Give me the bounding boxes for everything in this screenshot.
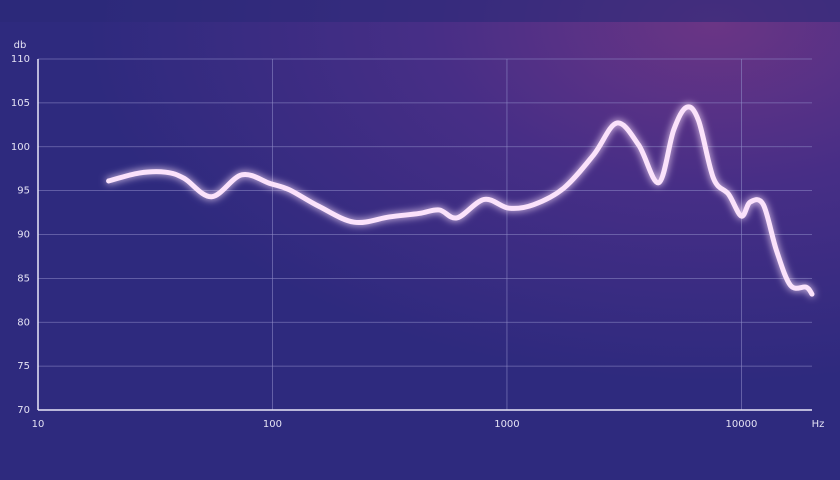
x-axis-label: Hz (812, 419, 825, 430)
y-tick-label: 85 (17, 273, 30, 284)
top-band (0, 0, 840, 22)
y-tick-label: 90 (17, 230, 30, 241)
y-tick-label: 100 (11, 142, 30, 153)
x-tick-label: 10000 (726, 419, 758, 430)
y-axis-label: db (14, 40, 27, 51)
x-tick-label: 100 (263, 419, 282, 430)
y-tick-label: 105 (11, 98, 30, 109)
x-tick-label: 1000 (494, 419, 519, 430)
y-tick-label: 80 (17, 317, 30, 328)
response-curve (106, 104, 815, 297)
x-tick-label: 10 (32, 419, 45, 430)
y-tick-label: 70 (17, 405, 30, 416)
y-tick-label: 110 (11, 54, 30, 65)
y-tick-label: 95 (17, 186, 30, 197)
y-tick-label: 75 (17, 361, 30, 372)
